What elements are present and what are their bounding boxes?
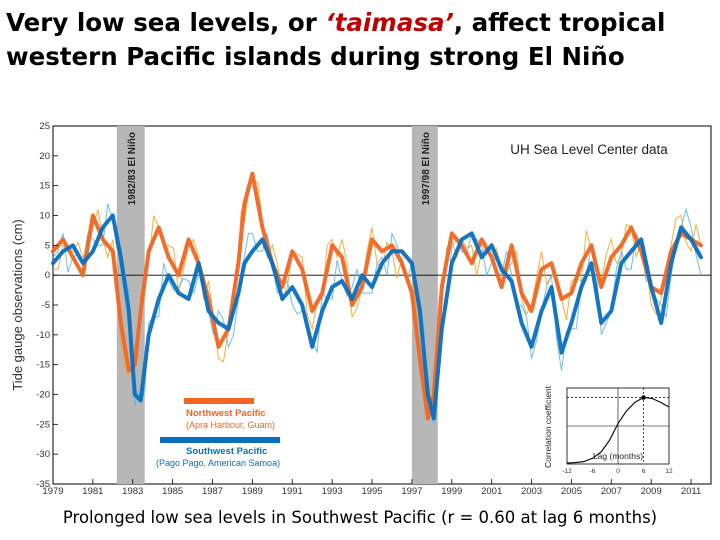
el-nino-bands <box>116 126 438 484</box>
x-tick-label: 1993 <box>322 486 343 496</box>
x-tick-label: 2011 <box>681 486 701 496</box>
legend-sublabel-southwest: (Pago Pago, American Samoa) <box>156 458 280 468</box>
y-tick-label: -15 <box>36 360 50 371</box>
inset-x-tick-label: -12 <box>562 468 572 475</box>
y-tick-label: 20 <box>39 151 50 162</box>
inset-reference-lines <box>567 388 669 464</box>
inset-x-tick-label: 0 <box>616 468 620 475</box>
x-tick-label: 1983 <box>122 486 143 496</box>
x-tick-label: 1991 <box>282 486 303 496</box>
x-axis-ticks: 1979 1981 1983 1985 1987 1989 1991 1993 1995 1997… <box>42 479 701 497</box>
sea-level-figure: 1982/83 El Niño 1997/98 El Niño 25 20 15 10 5… <box>0 116 720 497</box>
x-tick-label: 2007 <box>601 486 622 496</box>
y-tick-label: 25 <box>39 121 50 132</box>
x-tick-label: 2003 <box>521 486 542 496</box>
slide-title: Very low sea levels, or ‘taimasa’, affec… <box>6 6 718 74</box>
northwest-pacific-line <box>51 171 703 421</box>
inset-ylabel: Correlation coefficient <box>543 385 553 468</box>
y-tick-label: 15 <box>39 181 50 192</box>
x-tick-label: 1985 <box>162 486 183 496</box>
legend-sublabel-northwest: (Apra Harbour, Guam) <box>186 420 275 430</box>
southwest-pacific-line <box>51 213 703 421</box>
inset-x-tick-label: -6 <box>590 468 596 475</box>
y-axis-ticks: 25 20 15 10 5 0 -5 -10 -15 -20 -25 -30 -35 <box>36 121 58 490</box>
inset-x-tick-label: 6 <box>642 468 646 475</box>
y-tick-label: -25 <box>36 419 50 430</box>
y-axis-label: Tide gauge observations (cm) <box>10 219 25 391</box>
y-tick-label: 5 <box>45 240 50 251</box>
title-accent: ‘taimasa’ <box>325 8 454 37</box>
y-tick-label: -30 <box>36 449 50 460</box>
x-tick-label: 2009 <box>641 486 662 496</box>
y-tick-label: -20 <box>36 390 50 401</box>
y-tick-label: -35 <box>36 479 50 490</box>
legend: Northwest Pacific (Apra Harbour, Guam) S… <box>156 398 280 468</box>
el-nino-band-labels: 1982/83 El Niño 1997/98 El Niño <box>127 132 432 205</box>
title-part-2: , affect tropical western Pacific island… <box>6 8 666 71</box>
y-tick-label: 10 <box>39 211 50 222</box>
sea-level-chart: 1982/83 El Niño 1997/98 El Niño 25 20 15 10 5… <box>10 121 712 497</box>
x-tick-label: 1999 <box>441 486 462 496</box>
x-tick-label: 1987 <box>202 486 223 496</box>
legend-label-northwest: Northwest Pacific <box>186 408 266 419</box>
legend-swatch-northwest <box>184 398 254 404</box>
series-lines <box>51 171 703 421</box>
title-part-1: Very low sea levels, or <box>6 8 326 37</box>
legend-label-southwest: Southwest Pacific <box>186 446 267 457</box>
x-tick-label: 2005 <box>561 486 582 496</box>
inset-curve-line <box>566 396 670 464</box>
inset-peak-point <box>641 395 646 400</box>
el-nino-band-label-1: 1997/98 El Niño <box>421 132 432 205</box>
x-tick-label: 1995 <box>361 486 382 496</box>
el-nino-band-label-0: 1982/83 El Niño <box>127 132 138 205</box>
x-tick-label: 1981 <box>82 486 103 496</box>
source-annotation: UH Sea Level Center data <box>510 142 668 157</box>
inset-x-tick-label: 12 <box>665 468 673 475</box>
slide-caption: Prolonged low sea levels in Southwest Pa… <box>62 508 658 527</box>
northwest-pacific-thin-line <box>53 178 702 419</box>
inset-correlation-curve <box>566 395 670 464</box>
correlation-inset: -12 -6 0 6 12 Correlation coefficient Lag (m… <box>543 385 673 475</box>
x-tick-label: 1997 <box>401 486 422 496</box>
y-tick-label: -10 <box>36 330 50 341</box>
x-tick-label: 1989 <box>242 486 263 496</box>
inset-ticks: -12 -6 0 6 12 <box>562 468 673 475</box>
inset-xlabel: Lag (months) <box>593 451 643 461</box>
y-tick-label: 0 <box>45 270 50 281</box>
y-tick-label: -5 <box>42 300 50 311</box>
legend-swatch-southwest <box>160 437 280 443</box>
x-tick-label: 1979 <box>42 486 63 496</box>
x-tick-label: 2001 <box>481 486 502 496</box>
